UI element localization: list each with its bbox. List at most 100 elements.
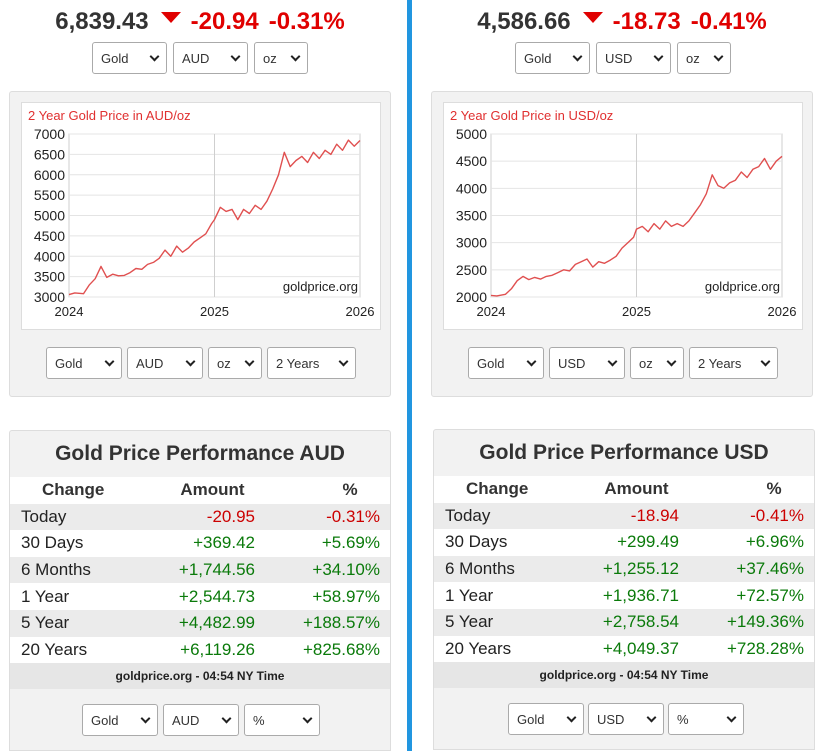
aud-chart-panel: 2 Year Gold Price in AUD/oz 3000 3500 4000 4… (9, 91, 391, 397)
chart-period-select[interactable]: 2 Years (689, 347, 778, 379)
chevron-down-icon (149, 51, 160, 61)
aud-chart: 2 Year Gold Price in AUD/oz 3000 3500 4000 4… (21, 102, 381, 330)
chart-unit-select-value: oz (639, 355, 653, 371)
x-tick-label: 2026 (768, 304, 797, 319)
chevron-down-icon (713, 51, 724, 61)
row-amount: +4,049.37 (602, 638, 679, 658)
metal-select-value: Gold (101, 50, 129, 66)
usd-column: 4,586.66 -18.73 -0.41% Gold USD oz 2 Year … (422, 0, 822, 751)
bottom-currency-select[interactable]: USD (588, 703, 664, 735)
x-tick-label: 2024 (477, 304, 506, 319)
y-tick-label: 4500 (34, 228, 65, 244)
y-tick-label: 6000 (34, 167, 65, 183)
currency-select-value: USD (605, 50, 633, 66)
chevron-down-icon (653, 51, 664, 61)
row-amount: +6,119.26 (180, 639, 255, 659)
chart-metal-select[interactable]: Gold (46, 347, 122, 379)
row-pct: +149.36% (726, 612, 804, 632)
aud-price: 6,839.43 (55, 8, 149, 35)
row-label: 1 Year (21, 586, 70, 606)
row-label: Today (445, 505, 491, 525)
usd-chart: 2 Year Gold Price in USD/oz 2000 2500 3000 3… (443, 102, 803, 330)
chart-currency-select[interactable]: AUD (127, 347, 203, 379)
down-arrow-icon (582, 12, 603, 23)
usd-change-pct: -0.41% (690, 8, 767, 35)
row-pct: -0.31% (326, 506, 380, 526)
chart-unit-select[interactable]: oz (630, 347, 684, 379)
metal-select[interactable]: Gold (92, 42, 167, 74)
chevron-down-icon (607, 356, 618, 366)
currency-select[interactable]: AUD (173, 42, 248, 74)
row-label: 5 Year (445, 612, 494, 632)
chart-title: 2 Year Gold Price in USD/oz (450, 108, 613, 123)
bottom-mode-select[interactable]: % (244, 704, 320, 736)
chevron-down-icon (185, 356, 196, 366)
chart-watermark: goldprice.org (283, 279, 358, 294)
table-row: 30 Days +369.42 +5.69% (10, 530, 390, 557)
row-amount: -20.95 (206, 506, 255, 526)
currency-select[interactable]: USD (596, 42, 671, 74)
price-series-line (490, 155, 783, 297)
chart-title: 2 Year Gold Price in AUD/oz (28, 108, 191, 123)
y-tick-label: 3500 (456, 208, 487, 224)
chevron-down-icon (104, 356, 115, 366)
bottom-metal-select[interactable]: Gold (82, 704, 158, 736)
aud-chart-svg: 2 Year Gold Price in AUD/oz 3000 3500 4000 4… (28, 108, 374, 319)
y-tick-label: 5000 (456, 126, 487, 142)
chart-metal-select[interactable]: Gold (468, 347, 544, 379)
metal-select-value: Gold (524, 50, 552, 66)
usd-price: 4,586.66 (477, 8, 571, 35)
performance-table: Change Amount % Today -18.94 -0.41% 30 Day… (434, 476, 814, 663)
chart-currency-select[interactable]: USD (549, 347, 625, 379)
unit-select-value: oz (686, 50, 700, 66)
chevron-down-icon (726, 712, 737, 722)
usd-change: -18.73 (612, 8, 681, 35)
y-tick-label: 2500 (456, 262, 487, 278)
bottom-metal-select[interactable]: Gold (508, 703, 584, 735)
header-amount: Amount (180, 480, 245, 500)
bottom-currency-select-value: AUD (172, 712, 200, 728)
row-label: 6 Months (445, 559, 515, 579)
header-pct: % (766, 479, 782, 499)
y-tick-label: 4000 (34, 248, 65, 264)
price-series-line (68, 139, 361, 296)
header-amount: Amount (604, 479, 669, 499)
table-row: 5 Year +4,482.99 +188.57% (10, 609, 390, 637)
row-amount: +299.49 (617, 532, 679, 552)
row-amount: -18.94 (630, 505, 679, 525)
y-tick-label: 6500 (34, 146, 65, 162)
bottom-metal-select-value: Gold (91, 712, 119, 728)
row-label: 1 Year (445, 585, 494, 605)
y-tick-label: 7000 (34, 126, 65, 142)
table-row: Today -18.94 -0.41% (434, 502, 814, 530)
row-pct: +825.68% (302, 639, 380, 659)
row-amount: +1,744.56 (178, 560, 255, 580)
bottom-currency-select[interactable]: AUD (163, 704, 239, 736)
row-label: 6 Months (21, 560, 91, 580)
table-row: Today -20.95 -0.31% (10, 503, 390, 531)
chevron-down-icon (302, 713, 313, 723)
row-amount: +2,544.73 (178, 586, 255, 606)
unit-select[interactable]: oz (677, 42, 731, 74)
chart-period-select[interactable]: 2 Years (267, 347, 356, 379)
row-amount: +1,936.71 (602, 585, 679, 605)
unit-select[interactable]: oz (254, 42, 308, 74)
bottom-mode-select[interactable]: % (668, 703, 744, 735)
x-tick-label: 2025 (200, 304, 229, 319)
bottom-currency-select-value: USD (597, 711, 625, 727)
row-label: Today (21, 506, 67, 526)
header-pct: % (342, 480, 358, 500)
chevron-down-icon (338, 356, 349, 366)
currency-select-value: AUD (182, 50, 210, 66)
metal-select[interactable]: Gold (515, 42, 590, 74)
performance-footer: goldprice.org - 04:54 NY Time (10, 663, 390, 689)
down-arrow-icon (160, 12, 181, 23)
usd-price-header: 4,586.66 -18.73 -0.41% (422, 8, 822, 36)
row-pct: +58.97% (312, 586, 380, 606)
bottom-mode-select-value: % (677, 711, 689, 727)
chart-unit-select[interactable]: oz (208, 347, 262, 379)
bottom-metal-select-value: Gold (517, 711, 545, 727)
chart-period-select-value: 2 Years (698, 355, 742, 371)
chart-metal-select-value: Gold (55, 355, 83, 371)
aud-change: -20.94 (190, 8, 259, 35)
